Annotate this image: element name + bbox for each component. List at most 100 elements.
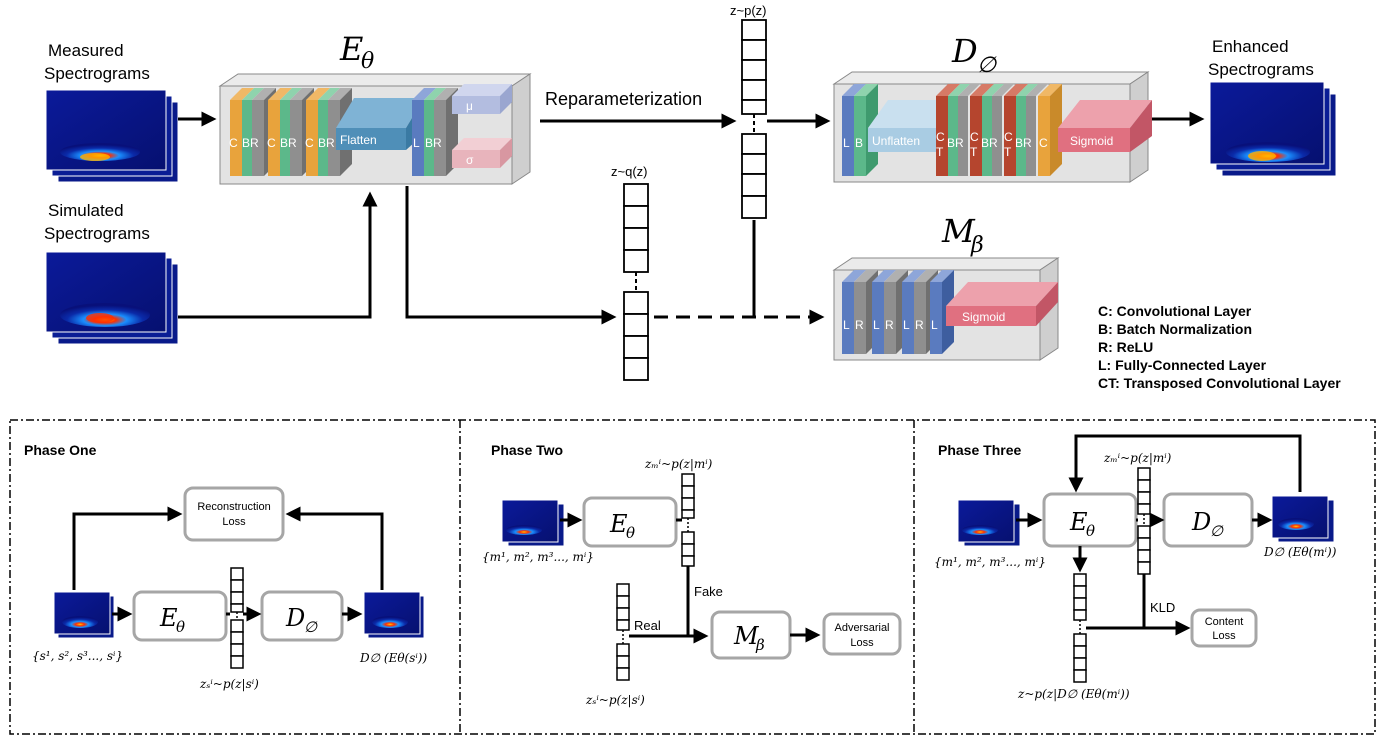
legend-item-c: C: Convolutional Layer bbox=[1098, 303, 1252, 319]
encoder-title-subscript: θ bbox=[361, 49, 374, 74]
phase-three-loss-line2: Loss bbox=[1212, 630, 1236, 642]
dec-layer-t2: T bbox=[970, 145, 978, 159]
phase-one-encoder-label: E bbox=[159, 604, 178, 632]
legend-item-r: R: ReLU bbox=[1098, 339, 1153, 355]
phase-three-feedback-arrow bbox=[1068, 434, 1302, 493]
enc-layer-flatten: Flatten bbox=[340, 133, 377, 147]
phase-three-output-label: D∅ (Eθ(mⁱ)) bbox=[1263, 545, 1337, 559]
map-layer-l1: L bbox=[843, 318, 850, 332]
phase-one-input-to-loss-arrow bbox=[72, 506, 183, 590]
measured-label-line1: Measured bbox=[48, 41, 124, 60]
enc-layer-sigma: σ bbox=[466, 153, 474, 167]
encoder-mu-layer bbox=[452, 84, 512, 114]
legend-item-ct: CT: Transposed Convolutional Layer bbox=[1098, 375, 1341, 391]
enc-layer-mu: μ bbox=[466, 99, 473, 113]
zp-vector-upper bbox=[741, 19, 767, 115]
phase-three-loss-line1: Content bbox=[1205, 616, 1244, 628]
phase-three-input-image bbox=[957, 499, 1021, 547]
phase-two-loss-line2: Loss bbox=[850, 637, 874, 649]
phase-two-real-label: Real bbox=[634, 618, 661, 633]
simulated-spectrogram-image bbox=[45, 251, 179, 345]
dec-layer-l: L bbox=[843, 136, 850, 150]
decoder-tconv-group-1 bbox=[936, 84, 980, 176]
phase-three-z-top-label: zₘⁱ~p(z|mⁱ) bbox=[1103, 451, 1172, 465]
decoder-sigmoid-layer bbox=[1058, 100, 1152, 152]
decoder-conv-final bbox=[1038, 84, 1062, 176]
dec-layer-t1: T bbox=[936, 145, 944, 159]
phase-three-encoder-sub: θ bbox=[1086, 522, 1095, 540]
phases-frame bbox=[9, 419, 1376, 735]
phase-three-output-image bbox=[1271, 495, 1335, 543]
phase-two-loss-line1: Adversarial bbox=[834, 622, 889, 634]
phase-two-mapper-sub: β bbox=[755, 636, 765, 654]
enc-layer-c3: C bbox=[305, 136, 314, 150]
zq-vector-upper bbox=[623, 183, 649, 273]
phase-three-decoder-sub: ∅ bbox=[1210, 522, 1224, 540]
phase-two-input-image bbox=[501, 499, 565, 547]
phase-one-output-image bbox=[363, 591, 425, 639]
phase-one-output-label: D∅ (Eθ(sⁱ)) bbox=[359, 651, 427, 665]
phase-two-input-set: {m¹, m², m³..., mⁱ} bbox=[482, 550, 594, 564]
map-layer-r1: R bbox=[855, 318, 864, 332]
zq-label: z~q(z) bbox=[611, 164, 647, 179]
phase-two-z-bottom-vector bbox=[616, 583, 630, 681]
decoder-title: D bbox=[951, 32, 978, 70]
zq-vector-lower bbox=[623, 291, 649, 381]
phase-three-decoder-label: D bbox=[1191, 508, 1211, 536]
dec-layer-br3: BR bbox=[1015, 136, 1032, 150]
phase-one-input-image bbox=[53, 591, 115, 639]
mapper-sigmoid-layer bbox=[946, 282, 1058, 326]
mapper-title: M bbox=[941, 212, 976, 250]
phase-two-title: Phase Two bbox=[491, 442, 563, 458]
phase-two-mapper-label: M bbox=[733, 622, 760, 650]
enhanced-label-line1: Enhanced bbox=[1212, 37, 1289, 56]
phase-one-output-to-loss-arrow bbox=[285, 506, 384, 590]
dec-layer-b: B bbox=[855, 136, 863, 150]
dec-layer-c4: C bbox=[1039, 136, 1048, 150]
enc-layer-br4: BR bbox=[425, 136, 442, 150]
phase-two-encoder-label: E bbox=[609, 510, 628, 538]
phase-one-reconstruction-loss-box bbox=[183, 486, 285, 542]
phase-one-encoder-sub: θ bbox=[176, 618, 185, 636]
phase-two-z-top-label: zₘⁱ~p(z|mⁱ) bbox=[644, 457, 713, 471]
zp-label: z~p(z) bbox=[730, 3, 766, 18]
legend-item-l: L: Fully-Connected Layer bbox=[1098, 357, 1267, 373]
enc-layer-br1: BR bbox=[242, 136, 259, 150]
dec-layer-c2: C bbox=[970, 130, 979, 144]
phase-three-z-bottom-label: z~p(z|D∅ (Eθ(mⁱ)) bbox=[1017, 687, 1130, 701]
encoder-sigma-layer bbox=[452, 138, 512, 168]
phase-one-z-vector bbox=[230, 567, 244, 669]
map-layer-l2: L bbox=[873, 318, 880, 332]
phase-two-adversarial-loss-box bbox=[822, 612, 902, 656]
enc-layer-br3: BR bbox=[318, 136, 335, 150]
phase-three-title: Phase Three bbox=[938, 442, 1021, 458]
enc-layer-l: L bbox=[413, 136, 420, 150]
simulated-to-encoder-arrow bbox=[178, 191, 378, 319]
phase-three-input-set: {m¹, m², m³..., mⁱ} bbox=[934, 555, 1046, 569]
dec-layer-c3: C bbox=[1004, 130, 1013, 144]
phase-two-z-bottom-label: zₛⁱ~p(z|sⁱ) bbox=[585, 693, 645, 707]
phase-one-z-label: zₛⁱ~p(z|sⁱ) bbox=[199, 677, 259, 691]
enhanced-spectrogram-image bbox=[1209, 81, 1337, 177]
phase-three-kld-label: KLD bbox=[1150, 600, 1175, 615]
phase-one-loss-line2: Loss bbox=[222, 516, 246, 528]
phase-one-decoder-box bbox=[260, 590, 344, 642]
phase-one-decoder-label: D bbox=[285, 604, 305, 632]
phase-one-decoder-sub: ∅ bbox=[304, 618, 318, 636]
phase-two-encoder-sub: θ bbox=[626, 524, 635, 542]
enhanced-label-line2: Spectrograms bbox=[1208, 60, 1314, 79]
mapper-title-subscript: β bbox=[970, 233, 984, 258]
phase-two-z-top-vector bbox=[681, 473, 695, 567]
dec-layer-unflatten: Unflatten bbox=[872, 134, 920, 148]
simulated-label-line2: Spectrograms bbox=[44, 224, 150, 243]
dec-layer-t3: T bbox=[1004, 145, 1012, 159]
dec-layer-c1: C bbox=[936, 130, 945, 144]
enc-layer-br2: BR bbox=[280, 136, 297, 150]
zp-vector-lower bbox=[741, 133, 767, 219]
encoder-title: E bbox=[339, 30, 363, 68]
phase-three-z-top-vector bbox=[1137, 467, 1151, 575]
map-layer-sigmoid: Sigmoid bbox=[962, 310, 1005, 324]
reparameterization-label: Reparameterization bbox=[545, 89, 702, 109]
simulated-label-line1: Simulated bbox=[48, 201, 124, 220]
